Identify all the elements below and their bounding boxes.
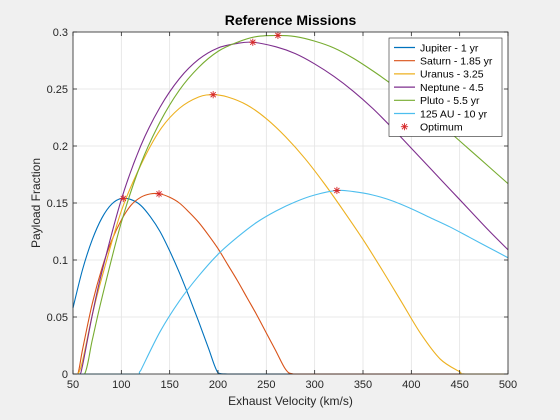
optimum-marker-6 [333,186,341,195]
x-tick-label: 250 [257,379,275,391]
legend-label-5: Pluto - 5.5 yr [420,95,480,107]
legend-label-3: Uranus - 3.25 [420,69,484,81]
x-axis-label: Exhaust Velocity (km/s) [228,394,353,408]
optimum-markers [119,31,341,203]
y-tick-label: 0.3 [53,27,68,39]
optimum-marker-5 [274,31,282,40]
optimum-marker-stroke [156,191,162,197]
y-tick-label: 0.1 [53,255,68,267]
axis-ticks: 50 100 150 200 250 300 350 400 450 500 0 0.05 0.1 0.1… [47,27,518,391]
optimum-marker-1 [119,194,127,203]
y-tick-label: 0.25 [47,84,68,96]
optimum-marker-stroke [334,187,340,194]
x-tick-label: 400 [402,379,420,391]
x-tick-label: 350 [354,379,372,391]
optimum-marker-stroke [275,32,281,39]
optimum-marker-4 [249,38,257,46]
y-tick-label: 0.15 [47,198,68,210]
x-tick-label: 300 [305,379,323,391]
series-line-6 [72,189,509,375]
optimum-marker-3 [209,91,217,99]
series-line-3 [72,94,509,375]
chart-title: Reference Missions [225,12,357,28]
optimum-marker-2 [155,190,163,198]
legend-label-optimum: Optimum [420,122,463,134]
y-axis-label: Payload Fraction [29,158,43,248]
optimum-marker-stroke [249,39,256,46]
series-line-4 [72,41,509,375]
x-tick-label: 200 [209,379,227,391]
legend-label-4: Neptune - 4.5 [420,82,484,94]
legend-swatch-optimum [400,123,409,131]
optimum-marker-stroke [210,91,217,98]
optimum-marker-stroke [401,123,408,130]
legend-label-6: 125 AU - 10 yr [420,108,488,120]
y-tick-label: 0 [62,369,68,381]
legend-label-1: Jupiter - 1 yr [420,42,479,54]
x-tick-label: 500 [499,379,517,391]
x-tick-label: 100 [112,379,130,391]
legend-label-2: Saturn - 1.85 yr [420,56,493,68]
x-tick-label: 150 [160,379,178,391]
y-tick-label: 0.05 [47,312,68,324]
y-tick-label: 0.2 [53,141,68,153]
optimum-marker-stroke [120,195,127,202]
x-tick-label: 450 [450,379,468,391]
x-tick-label: 50 [67,379,79,391]
